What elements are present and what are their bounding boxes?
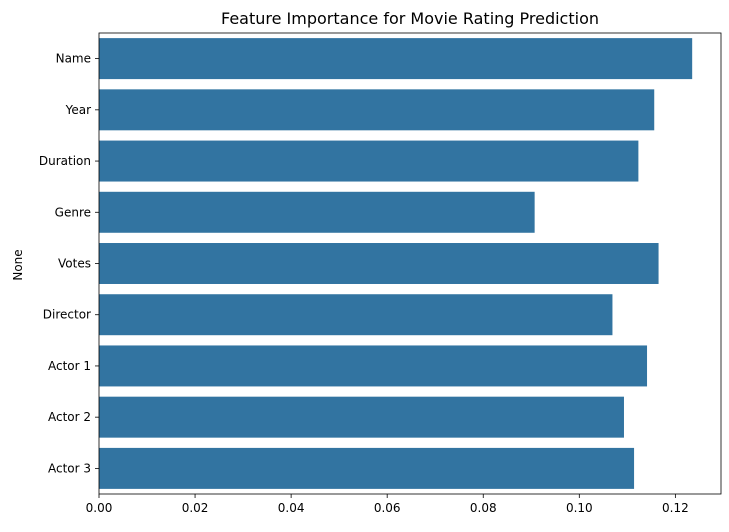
bar-director <box>99 294 613 336</box>
bar-actor-1 <box>99 345 648 387</box>
bar-year <box>99 89 655 131</box>
y-tick-label: Votes <box>58 257 91 271</box>
plot-frame <box>98 32 722 495</box>
x-tick-label: 0.12 <box>662 501 689 515</box>
x-tick-label: 0.10 <box>566 501 593 515</box>
bar-actor-2 <box>99 396 624 438</box>
y-axis-label: None <box>11 249 25 280</box>
x-tick-label: 0.02 <box>182 501 209 515</box>
bar-name <box>99 38 693 80</box>
y-tick-label: Actor 2 <box>48 410 91 424</box>
y-tick-label: Name <box>56 52 91 66</box>
x-tick-label: 0.06 <box>374 501 401 515</box>
bar-duration <box>99 140 639 182</box>
y-tick-label: Genre <box>55 205 91 219</box>
y-tick-label: Year <box>65 103 91 117</box>
x-tick-label: 0.00 <box>86 501 113 515</box>
bars-layer <box>99 38 693 489</box>
y-tick-label: Duration <box>39 154 91 168</box>
x-tick-label: 0.04 <box>278 501 305 515</box>
y-tick-label: Director <box>43 308 91 322</box>
bar-votes <box>99 243 659 284</box>
y-tick-label: Actor 1 <box>48 359 91 373</box>
bar-actor-3 <box>99 447 635 489</box>
bar-genre <box>99 191 535 233</box>
x-tick-label: 0.08 <box>470 501 497 515</box>
axes-layer: Name Year Duration Genre Votes Director Actor … <box>39 32 722 515</box>
y-tick-label: Actor 3 <box>48 461 91 475</box>
chart-title: Feature Importance for Movie Rating Pred… <box>221 9 599 28</box>
